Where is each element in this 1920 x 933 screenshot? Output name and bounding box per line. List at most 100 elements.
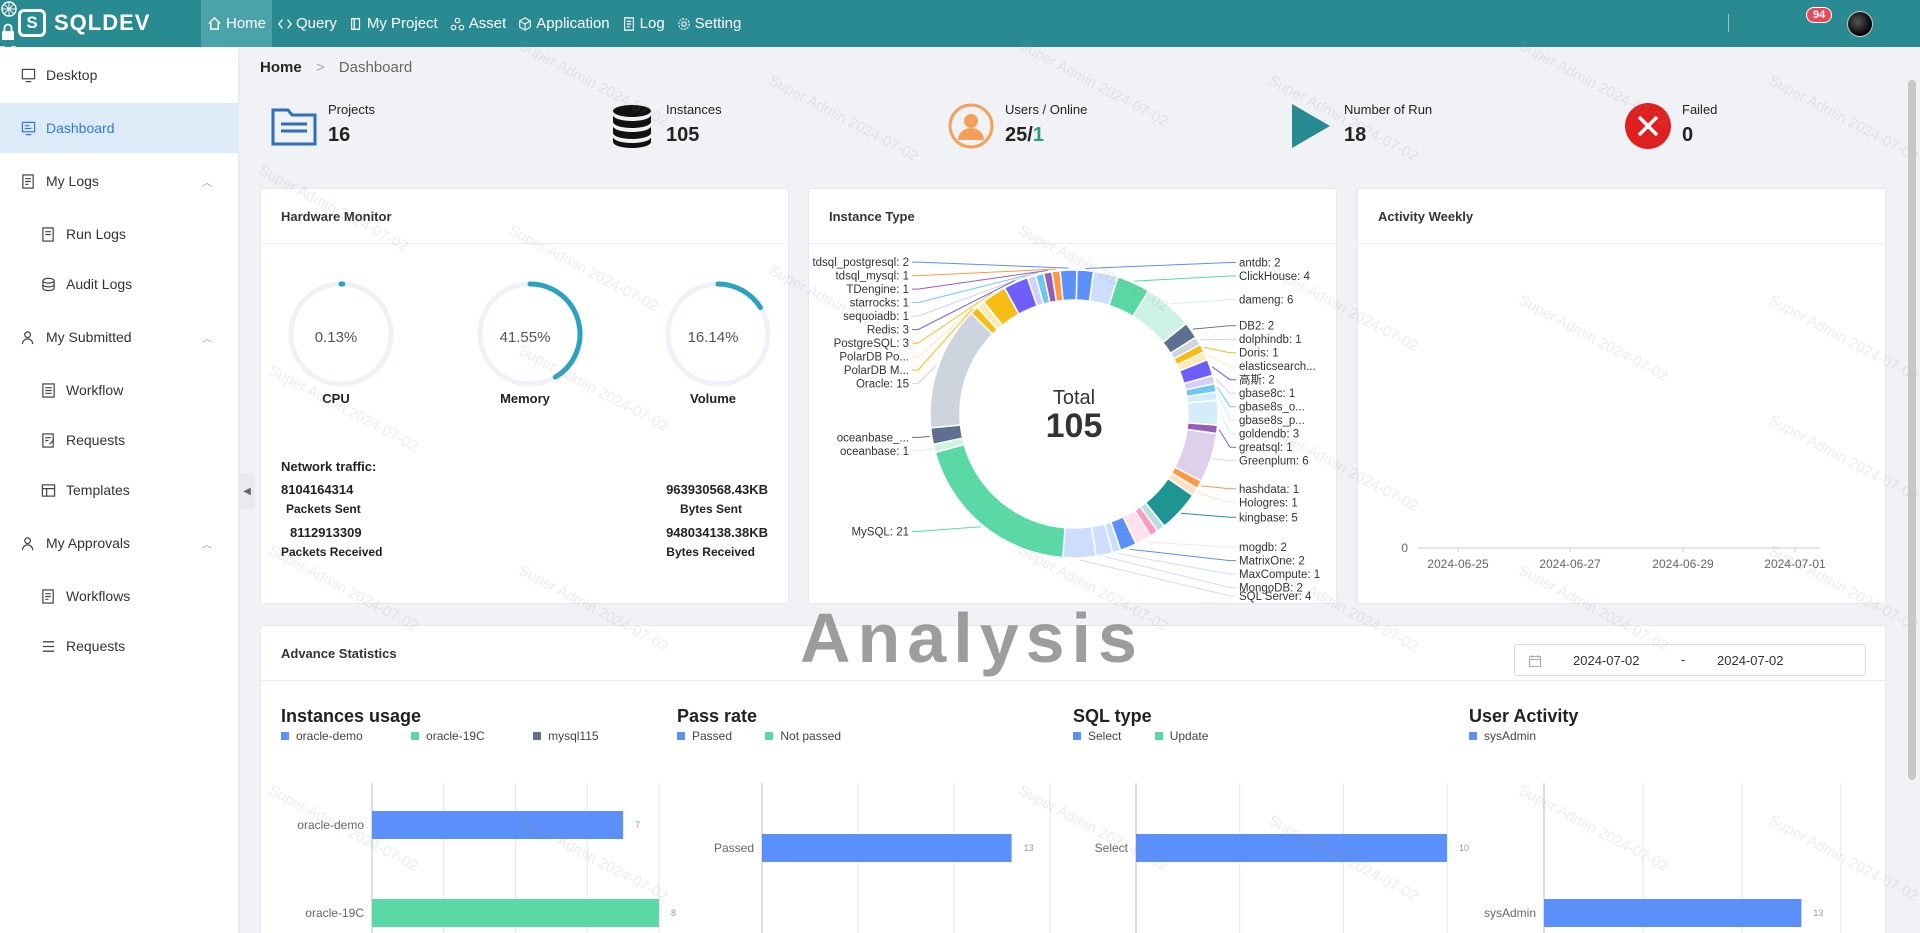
- legend-item[interactable]: oracle-19C: [411, 729, 485, 743]
- donut-slice-label: hashdata: 1: [1239, 484, 1299, 496]
- top-navigation-bar: S SQLDEV Home Query My Project Asset App…: [0, 0, 1920, 126]
- legend-swatch: [677, 732, 685, 740]
- donut-slice-label: PostgreSQL: 3: [834, 338, 909, 350]
- page-scrollbar[interactable]: [1908, 80, 1916, 780]
- donut-slice-label: tdsql_postgresql: 2: [812, 257, 909, 269]
- donut-slice-label: TDengine: 1: [846, 284, 909, 296]
- nav-label: Asset: [468, 15, 507, 32]
- date-end-input[interactable]: 2024-07-02: [1717, 653, 1784, 668]
- date-separator: -: [1681, 652, 1686, 667]
- nav-home[interactable]: Home: [201, 0, 273, 47]
- donut-slice-label: Redis: 3: [867, 325, 909, 337]
- bar[interactable]: [372, 811, 624, 839]
- list-icon: [40, 638, 56, 654]
- sidebar-item-audit-logs[interactable]: Audit Logs: [0, 259, 239, 309]
- donut-leader-line: [912, 271, 1040, 304]
- donut-slice[interactable]: [1061, 525, 1098, 559]
- donut-slice-label: oceanbase: 1: [840, 446, 909, 458]
- donut-slice[interactable]: [929, 312, 994, 429]
- activity-weekly-chart: 0 2024-06-25 2024-06-27 2024-06-29 2024-…: [1401, 541, 1826, 571]
- sidebar-group-my-approvals[interactable]: My Approvals ︿: [0, 518, 239, 568]
- legend-item[interactable]: Passed: [677, 729, 732, 743]
- sidebar-group-my-submitted[interactable]: My Submitted ︿: [0, 312, 239, 362]
- donut-leader-line: [912, 274, 1032, 317]
- nav-my-project[interactable]: My Project: [343, 0, 444, 47]
- bar[interactable]: [372, 899, 659, 927]
- calendar-icon: [1529, 655, 1541, 667]
- analysis-overlay-text: Analysis: [800, 599, 1144, 677]
- lock-icon[interactable]: [0, 23, 1920, 46]
- legend-swatch: [765, 732, 774, 740]
- donut-leader-line: [1144, 541, 1236, 548]
- sidebar-item-label: My Submitted: [46, 329, 132, 345]
- donut-leader-line: [1219, 412, 1236, 435]
- nav-query[interactable]: Query: [272, 0, 343, 47]
- bar[interactable]: [1136, 834, 1447, 862]
- nav-setting[interactable]: Setting: [671, 0, 748, 47]
- sidebar-item-desktop[interactable]: Desktop: [0, 50, 239, 100]
- donut-leader-line: [912, 364, 937, 385]
- legend-item[interactable]: sysAdmin: [1469, 729, 1536, 743]
- sidebar-item-templates[interactable]: Templates: [0, 465, 239, 515]
- donut-slice-label: goldendb: 3: [1239, 429, 1299, 441]
- nav-asset[interactable]: Asset: [444, 0, 513, 47]
- donut-slice-label: MongoDB: 2: [1239, 583, 1303, 595]
- donut-leader-line: [912, 308, 974, 371]
- date-range-picker[interactable]: 2024-07-02 - 2024-07-02: [1514, 644, 1866, 676]
- legend-item[interactable]: Select: [1073, 729, 1121, 743]
- donut-slice[interactable]: [934, 443, 1066, 559]
- breadcrumb-home[interactable]: Home: [260, 59, 302, 76]
- sidebar-item-label: Run Logs: [66, 226, 126, 242]
- donut-slice-label: 高斯: 2: [1239, 373, 1275, 387]
- legend-item[interactable]: Not passed: [765, 729, 841, 743]
- bar[interactable]: [762, 834, 1012, 862]
- donut-leader-line: [1201, 485, 1236, 490]
- donut-slice-label: sequoiadb: 1: [843, 311, 909, 323]
- donut-slice[interactable]: [1059, 269, 1078, 302]
- breadcrumb-separator-icon: >: [315, 59, 325, 76]
- sidebar-item-workflows[interactable]: Workflows: [0, 571, 239, 621]
- sidebar-item-approval-requests[interactable]: Requests: [0, 621, 239, 671]
- bytes-received-value: 948034138.38KB: [666, 525, 768, 540]
- user-avatar[interactable]: [1847, 11, 1873, 37]
- sidebar-item-requests[interactable]: Requests: [0, 415, 239, 465]
- bar[interactable]: [1544, 899, 1802, 927]
- legend-label: oracle-19C: [426, 729, 485, 743]
- sidebar-item-run-logs[interactable]: Run Logs: [0, 209, 239, 259]
- bar-value-label: 8: [671, 908, 676, 918]
- ai-assistant-icon[interactable]: [0, 0, 1920, 23]
- legend-swatch: [281, 732, 289, 740]
- activity-weekly-card: Activity Weekly 0 2024-06-25 2024-06-27 …: [1357, 188, 1886, 604]
- sidebar-item-dashboard[interactable]: Dashboard: [0, 103, 239, 153]
- donut-leader-line: [1207, 354, 1236, 367]
- nav-log[interactable]: Log: [616, 0, 671, 47]
- donut-leader-line: [912, 435, 930, 438]
- sidebar-collapse-button[interactable]: ◀: [239, 473, 255, 509]
- app-logo[interactable]: S SQLDEV: [18, 8, 150, 38]
- donut-slice-label: dameng: 6: [1239, 295, 1293, 307]
- y-tick-label: 0: [1401, 541, 1408, 555]
- nav-application[interactable]: Application: [512, 0, 615, 47]
- donut-slice-label: gbase8s_o...: [1239, 402, 1305, 414]
- user-approve-icon: [20, 535, 36, 551]
- audit-logs-icon: [40, 276, 56, 292]
- legend-item[interactable]: mysql115: [533, 729, 599, 743]
- donut-leader-line: [1129, 548, 1236, 562]
- sidebar-item-workflow[interactable]: Workflow: [0, 365, 239, 415]
- bar-value-label: 10: [1459, 843, 1469, 853]
- legend-label: oracle-demo: [296, 729, 363, 743]
- card-divider: [1358, 243, 1885, 244]
- donut-leader-line: [1218, 395, 1236, 421]
- date-start-input[interactable]: 2024-07-02: [1573, 653, 1640, 668]
- stat-value: 0: [1682, 124, 1694, 146]
- bytes-sent-label: Bytes Sent: [679, 502, 742, 516]
- close-circle-icon: [1625, 103, 1671, 149]
- legend-item[interactable]: Update: [1154, 729, 1208, 743]
- sidebar-group-my-logs[interactable]: My Logs ︿: [0, 156, 239, 206]
- sidebar-item-label: My Logs: [46, 173, 99, 189]
- legend-item[interactable]: oracle-demo: [281, 729, 363, 743]
- donut-slice[interactable]: [1186, 399, 1219, 427]
- sidebar: Desktop Dashboard My Logs ︿ Run Logs Aud…: [0, 47, 239, 933]
- logs-icon: [20, 173, 36, 189]
- legend-label: mysql115: [548, 729, 599, 743]
